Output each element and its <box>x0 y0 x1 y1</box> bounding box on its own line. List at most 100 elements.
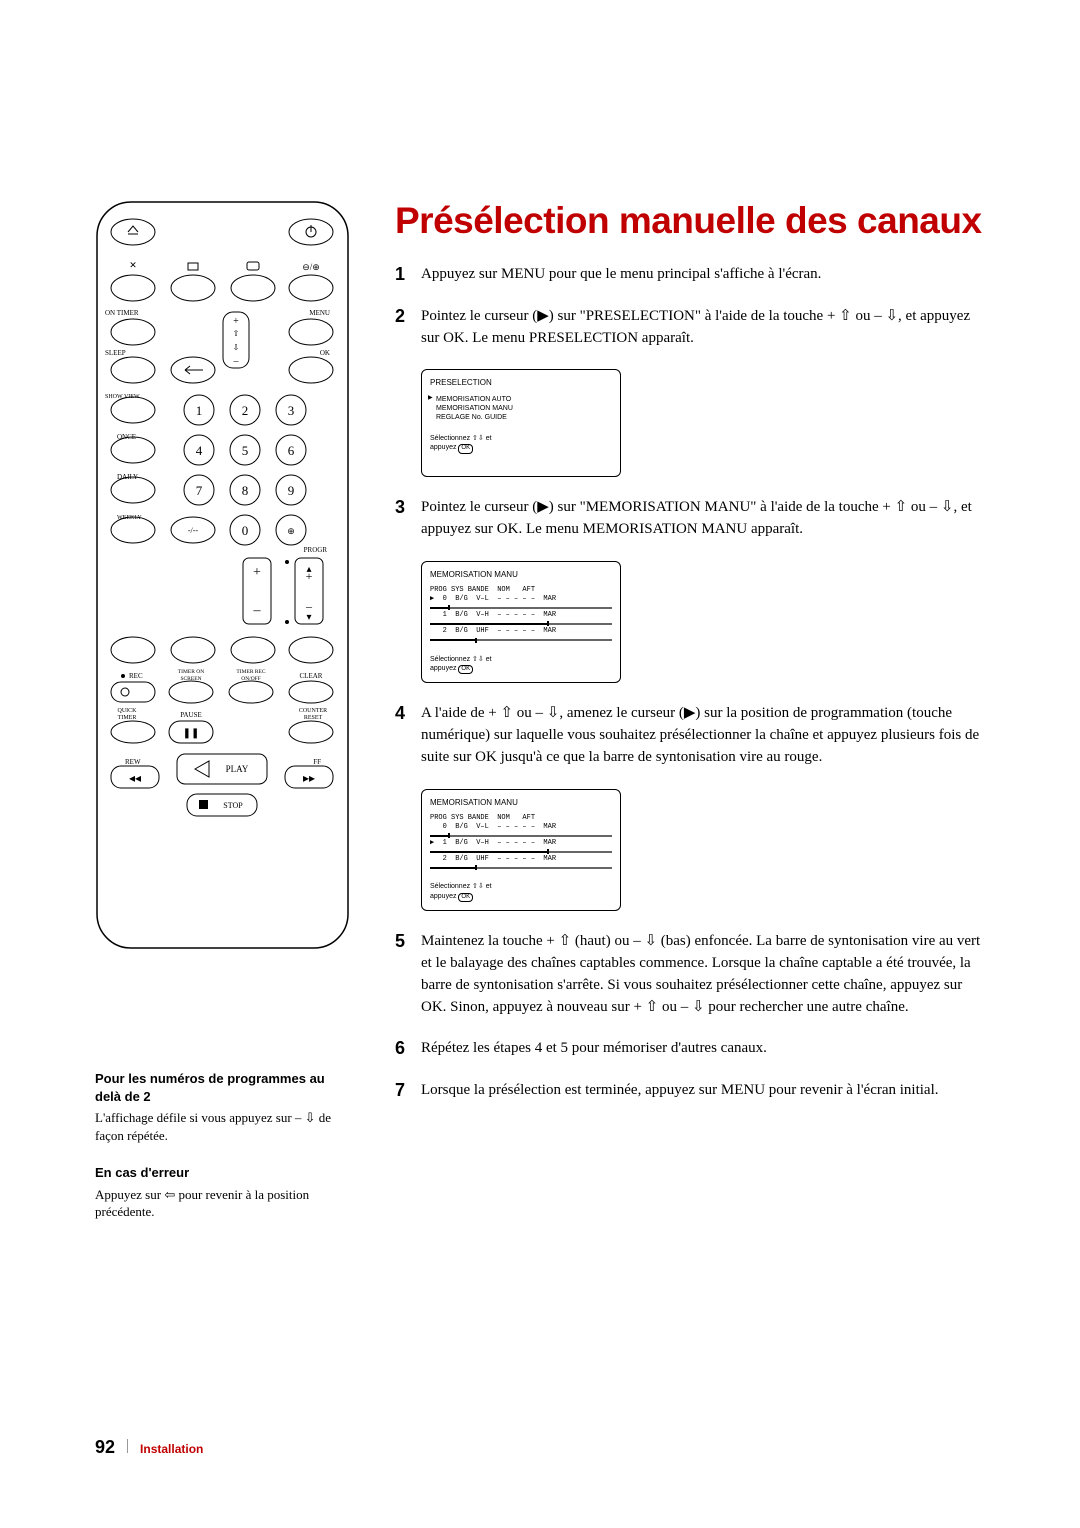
svg-text:◂◂: ◂◂ <box>129 771 141 785</box>
step-body: Pointez le curseur (▶) sur "MEMORISATION… <box>421 497 985 541</box>
page-number: 92 <box>95 1437 115 1458</box>
svg-text:5: 5 <box>242 443 249 458</box>
table-row: 0 B/G V–L – – – – – MAR <box>430 823 612 832</box>
svg-text:REC: REC <box>129 672 143 680</box>
svg-text:SLEEP: SLEEP <box>105 349 126 357</box>
step-4: 4 A l'aide de + ⇧ ou – ⇩, amenez le curs… <box>395 703 985 768</box>
svg-text:WEEKLY: WEEKLY <box>117 515 142 521</box>
remote-svg: ✕ ⊖/⊕ ON TIMER MENU + ⇧ ⇩ – SLEEP OK <box>95 200 350 950</box>
svg-text:3: 3 <box>288 403 295 418</box>
svg-text:+: + <box>253 565 261 580</box>
svg-text:4: 4 <box>196 443 203 458</box>
svg-text:⇩: ⇩ <box>233 343 240 352</box>
step-3: 3 Pointez le curseur (▶) sur "MEMORISATI… <box>395 497 985 541</box>
step-body: Lorsque la présélection est terminée, ap… <box>421 1080 985 1102</box>
table-row: 1 B/G V–H – – – – – MAR <box>430 611 612 620</box>
screen-header: PROG SYS BANDE NOM AFT <box>430 586 612 595</box>
svg-text:8: 8 <box>242 483 249 498</box>
step-num: 1 <box>395 264 421 286</box>
ok-pill: OK <box>458 893 473 903</box>
svg-text:ON TIMER: ON TIMER <box>105 309 139 317</box>
table-row: ▶ 1 B/G V–H – – – – – MAR <box>430 839 612 848</box>
step-body: Maintenez la touche + ⇧ (haut) ou – ⇩ (b… <box>421 931 985 1018</box>
step-body: A l'aide de + ⇧ ou – ⇩, amenez le curseu… <box>421 703 985 768</box>
step-num: 6 <box>395 1038 421 1060</box>
tuning-bar <box>430 833 612 838</box>
table-row: ▶ 0 B/G V–L – – – – – MAR <box>430 595 612 604</box>
screen-preselection: PRESELECTION MEMORISATION AUTO MEMORISAT… <box>421 369 621 477</box>
screen-item: MEMORISATION MANU <box>436 404 612 413</box>
screen-header: PROG SYS BANDE NOM AFT <box>430 814 612 823</box>
svg-text:–: – <box>253 603 262 618</box>
remote-control-diagram: ✕ ⊖/⊕ ON TIMER MENU + ⇧ ⇩ – SLEEP OK <box>95 200 350 955</box>
ok-pill: OK <box>458 665 473 675</box>
screen-item: MEMORISATION AUTO <box>436 395 612 404</box>
svg-text:▸▸: ▸▸ <box>303 771 315 785</box>
svg-text:CLEAR: CLEAR <box>300 672 323 680</box>
step-num: 7 <box>395 1080 421 1102</box>
screen-title: PRESELECTION <box>430 378 612 388</box>
svg-text:–: – <box>233 356 240 367</box>
tuning-bar <box>430 605 612 610</box>
svg-text:+: + <box>233 316 239 327</box>
ok-pill: OK <box>458 444 473 454</box>
tuning-bar <box>430 865 612 870</box>
svg-text:6: 6 <box>288 443 295 458</box>
step-6: 6 Répétez les étapes 4 et 5 pour mémoris… <box>395 1038 985 1060</box>
svg-text:0: 0 <box>242 523 249 538</box>
screen-memo1: MEMORISATION MANU PROG SYS BANDE NOM AFT… <box>421 561 621 684</box>
screen-title: MEMORISATION MANU <box>430 798 612 808</box>
screen-foot: Sélectionnez ⇧⇩ et appuyez OK <box>430 434 612 454</box>
main-column: Présélection manuelle des canaux 1 Appuy… <box>395 200 985 1122</box>
sidebar-notes: Pour les numéros de programmes au delà d… <box>95 1070 350 1241</box>
svg-text:1: 1 <box>196 403 203 418</box>
svg-text:STOP: STOP <box>223 801 243 810</box>
note2-heading: En cas d'erreur <box>95 1164 350 1182</box>
svg-text:–: – <box>305 599 313 613</box>
svg-text:MENU: MENU <box>309 309 330 317</box>
page-title: Présélection manuelle des canaux <box>395 200 985 242</box>
screen-title: MEMORISATION MANU <box>430 570 612 580</box>
tuning-bar <box>430 638 612 643</box>
step-body: Pointez le curseur (▶) sur "PRESELECTION… <box>421 306 985 350</box>
table-row: 2 B/G UHF – – – – – MAR <box>430 627 612 636</box>
svg-text:7: 7 <box>196 483 203 498</box>
note2-body: Appuyez sur ⇦ pour revenir à la position… <box>95 1186 350 1221</box>
svg-text:TIMER: TIMER <box>118 715 137 721</box>
tuning-bar <box>430 849 612 854</box>
svg-text:REW: REW <box>125 758 141 766</box>
svg-text:❚❚: ❚❚ <box>183 728 200 739</box>
step-7: 7 Lorsque la présélection est terminée, … <box>395 1080 985 1102</box>
note1-body: L'affichage défile si vous appuyez sur –… <box>95 1109 350 1144</box>
svg-text:+: + <box>306 569 313 583</box>
svg-text:2: 2 <box>242 403 249 418</box>
svg-text:✕: ✕ <box>129 260 137 270</box>
footer-section: Installation <box>140 1442 203 1456</box>
step-num: 4 <box>395 703 421 768</box>
svg-text:RESET: RESET <box>304 715 323 721</box>
svg-text:TIMER ON: TIMER ON <box>178 669 204 675</box>
screen-item: REGLAGE No. GUIDE <box>436 413 612 422</box>
step-1: 1 Appuyez sur MENU pour que le menu prin… <box>395 264 985 286</box>
svg-text:▾: ▾ <box>306 612 311 623</box>
svg-text:OK: OK <box>320 349 330 357</box>
svg-text:PROGR: PROGR <box>304 546 328 554</box>
page-footer: 92 Installation <box>95 1437 203 1458</box>
svg-text:TIMER REC: TIMER REC <box>236 669 266 675</box>
svg-text:PAUSE: PAUSE <box>180 711 202 719</box>
svg-text:COUNTER: COUNTER <box>299 708 327 714</box>
step-body: Répétez les étapes 4 et 5 pour mémoriser… <box>421 1038 985 1060</box>
svg-text:FF: FF <box>313 758 321 766</box>
svg-text:QUICK: QUICK <box>118 708 138 714</box>
step-body: Appuyez sur MENU pour que le menu princi… <box>421 264 985 286</box>
svg-text:⊖/⊕: ⊖/⊕ <box>302 262 320 272</box>
step-2: 2 Pointez le curseur (▶) sur "PRESELECTI… <box>395 306 985 350</box>
svg-text:⇧: ⇧ <box>233 329 240 338</box>
step-num: 5 <box>395 931 421 1018</box>
screen-foot: Sélectionnez ⇧⇩ et appuyez OK <box>430 882 612 902</box>
tuning-bar <box>430 621 612 626</box>
svg-text:⊕: ⊕ <box>287 526 295 536</box>
svg-text:-/--: -/-- <box>188 526 199 535</box>
step-num: 2 <box>395 306 421 350</box>
svg-text:9: 9 <box>288 483 295 498</box>
